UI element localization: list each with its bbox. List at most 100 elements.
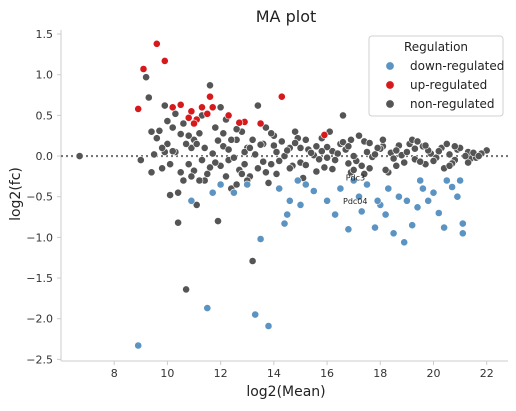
data-point-down [448,183,456,191]
data-point-non [413,137,422,146]
data-point-down [243,180,252,189]
data-point-down [458,219,467,228]
x-tick-label: 16 [320,367,334,380]
data-point-non [203,169,212,178]
data-point-non [195,129,204,138]
data-point-non [158,164,166,173]
data-point-non [187,172,196,181]
data-point-non [195,176,204,185]
data-point-non [248,257,257,265]
data-point-non [389,154,398,163]
data-point-non [331,156,339,164]
data-point-non [301,135,310,144]
data-point-down [256,235,265,243]
data-point-non [285,164,294,173]
data-point-non [147,168,156,177]
data-point-down [429,188,438,197]
data-point-non [344,142,353,151]
data-point-up [168,103,177,112]
data-point-up [277,92,286,101]
legend-marker-down [385,61,395,71]
data-point-non [363,148,371,156]
data-point-non [237,169,246,178]
data-point-non [166,191,174,199]
data-point-up [224,111,233,120]
data-point-non [360,169,369,178]
data-point-non [450,142,459,151]
data-point-non [355,131,363,140]
y-tick-label: 0.5 [36,109,54,122]
data-point-non [245,143,254,152]
data-point-non [264,178,273,187]
data-point-down [453,192,462,201]
data-point-non [339,138,347,147]
data-point-up [256,119,265,128]
data-point-non [150,150,158,159]
data-point-up [198,103,206,112]
x-axis-title: log2(Mean) [246,384,325,400]
data-point-down [371,223,379,232]
data-point-non [253,164,262,173]
data-point-non [168,123,177,132]
data-point-down [373,196,382,205]
data-point-non [171,109,180,118]
data-point-down [456,176,464,185]
data-point-non [320,163,329,172]
x-tick-label: 18 [373,367,387,380]
data-point-non [464,158,472,167]
data-point-non [323,143,331,151]
data-point-non [253,101,262,110]
data-point-down [416,176,425,185]
data-point-non [349,152,358,160]
data-point-down [280,219,289,228]
data-point-non [163,117,172,125]
data-point-non [211,158,220,167]
data-point-down [424,196,433,205]
data-point-down [389,229,398,238]
data-point-non [144,93,153,102]
data-point-non [365,164,374,173]
data-point-non [166,160,174,169]
data-point-up [235,118,244,127]
data-point-non [307,148,315,157]
chart-title: MA plot [256,7,317,26]
data-point-down [216,180,225,189]
data-point-non [416,157,425,166]
data-point-non [429,156,438,165]
data-point-down [400,238,409,247]
data-point-down [285,196,294,205]
data-point-non [349,165,358,174]
data-point-non [261,168,270,177]
data-point-down [309,187,318,195]
legend-label-non: non-regulated [410,97,495,111]
data-point-non [267,160,276,169]
data-point-non [392,146,401,155]
x-tick-label: 14 [267,367,281,380]
y-tick-label: −2.5 [26,353,53,366]
data-point-down [331,210,339,219]
data-point-down [283,210,292,219]
data-point-non [216,103,225,112]
data-point-non [365,139,374,147]
data-point-non [75,152,84,160]
data-point-non [333,149,342,158]
data-point-down [413,203,422,212]
data-point-non [339,111,347,120]
data-point-non [267,129,276,138]
data-point-non [155,126,164,135]
data-point-non [240,160,249,169]
data-point-non [275,156,284,165]
y-tick-label: 1.0 [36,69,54,82]
data-point-non [179,176,188,185]
legend-label-up: up-regulated [410,78,487,92]
data-point-non [184,160,193,169]
data-point-down [442,176,451,185]
data-point-up [206,92,214,101]
data-point-non [200,143,209,152]
y-tick-label: −0.5 [26,191,53,204]
data-point-non [277,137,286,146]
data-point-non [272,169,281,178]
data-point-non [176,168,185,177]
data-point-down [275,184,284,193]
data-point-non [224,145,233,154]
